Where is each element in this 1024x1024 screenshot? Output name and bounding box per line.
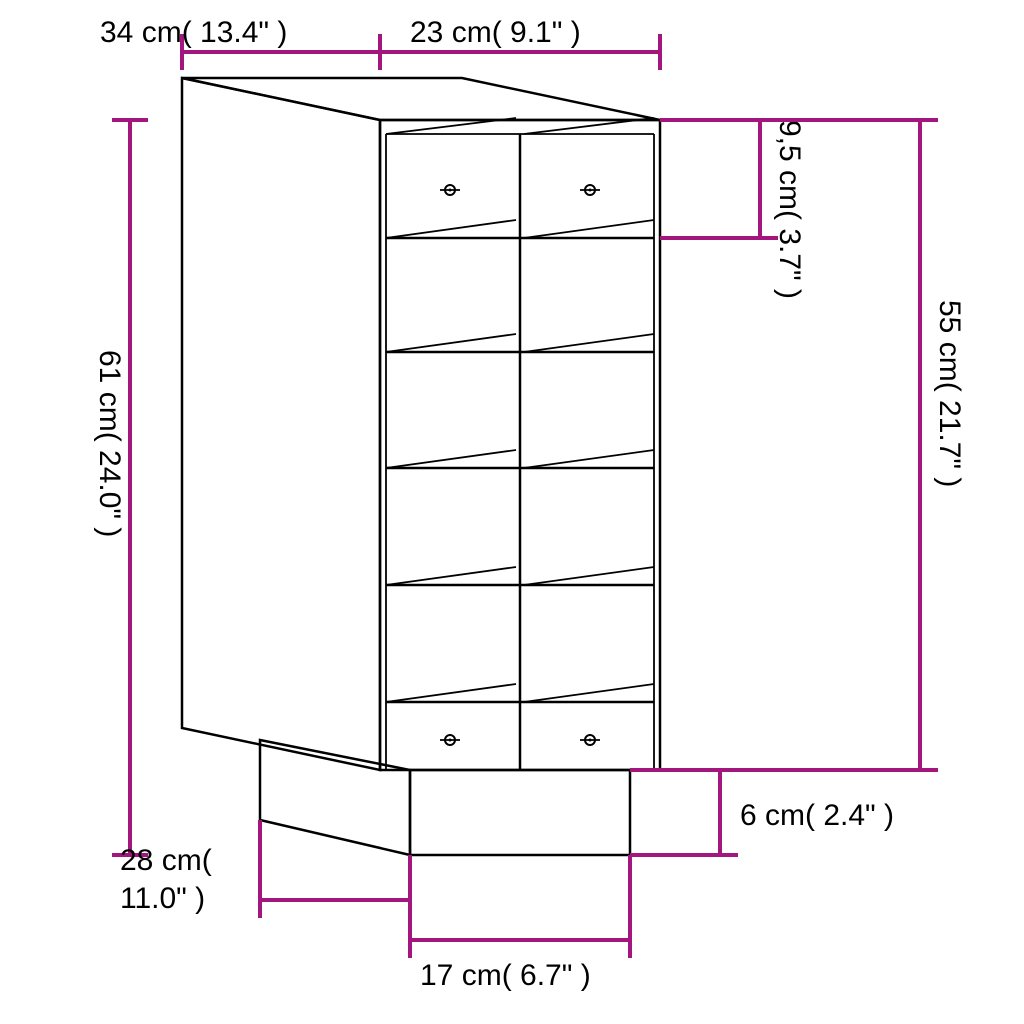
dim-base-width: 17 cm( 6.7" ): [420, 959, 591, 992]
dimension-diagram: 34 cm( 13.4" ) 23 cm( 9.1" ) 9,5 cm( 3.7" …: [0, 0, 1024, 1024]
dim-shelf-height: 9,5 cm( 3.7" ): [773, 120, 806, 299]
dim-depth-top: 34 cm( 13.4" ): [100, 16, 287, 49]
dim-height-right: 55 cm( 21.7" ): [933, 300, 966, 487]
dim-base-depth-l1: 28 cm(: [120, 844, 212, 877]
dim-height-left: 61 cm( 24.0" ): [93, 350, 126, 537]
dim-base-height: 6 cm( 2.4" ): [740, 799, 894, 832]
dim-width-top: 23 cm( 9.1" ): [410, 16, 581, 49]
dim-base-depth-l2: 11.0" ): [120, 882, 205, 915]
